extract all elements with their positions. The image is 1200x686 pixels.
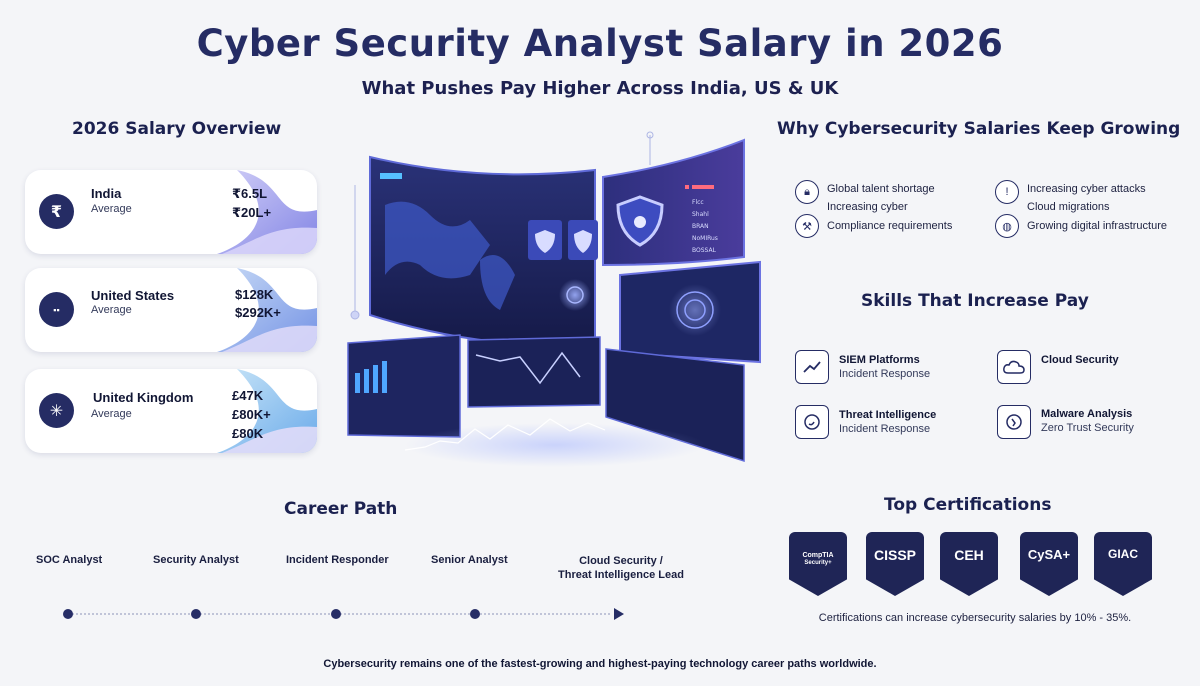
salary-value: $128K — [235, 287, 274, 302]
why-item-talent-shortage: 🔒︎ Global talent shortage Increasing cyb… — [795, 180, 935, 216]
us-flag-icon: ▪▪ — [39, 292, 74, 327]
chart-line-icon — [795, 350, 829, 384]
career-final-line: Threat Intelligence Lead — [558, 569, 684, 581]
career-step-label: Senior Analyst — [431, 554, 508, 566]
salary-value: £80K+ — [232, 407, 271, 422]
skill-sub: Incident Response — [839, 423, 931, 435]
card-wave-decoration — [217, 170, 317, 254]
career-final-step-label: Cloud Security / Threat Intelligence Lea… — [558, 554, 684, 582]
skill-sub: Zero Trust Security — [1041, 422, 1134, 434]
salary-value: $292K+ — [235, 305, 281, 320]
certifications-title: Top Certifications — [884, 495, 1052, 515]
average-label: Average — [91, 304, 132, 316]
skill-name: Cloud Security — [1041, 354, 1119, 366]
footer-text: Cybersecurity remains one of the fastest… — [323, 658, 877, 670]
rupee-icon: ₹ — [39, 194, 74, 229]
dashboard-menu-item: BOSSAL — [692, 247, 717, 254]
cert-badge-cissp: CISSP — [866, 532, 924, 596]
career-step-dot — [470, 609, 480, 619]
card-wave-decoration — [217, 369, 317, 453]
salary-value: ₹6.5L — [232, 186, 268, 201]
average-label: Average — [91, 408, 132, 420]
cert-badge-giac: GIAC — [1094, 532, 1152, 596]
career-step-label: SOC Analyst — [36, 554, 103, 566]
career-step-dot — [191, 609, 201, 619]
dashboard-menu-item: BRAN — [692, 223, 709, 230]
skill-name: Threat Intelligence — [839, 409, 937, 421]
globe-icon: ◍ — [995, 214, 1019, 238]
why-text-line: Compliance requirements — [827, 220, 953, 232]
page-subtitle: What Pushes Pay Higher Across India, US … — [361, 78, 839, 99]
career-final-line: Cloud Security / — [579, 555, 663, 567]
salary-card-india: ₹ India Average ₹6.5L ₹20L+ — [25, 170, 317, 254]
why-text-line: Increasing cyber — [827, 201, 908, 213]
cert-badge-comptia: CompTIA Security+ — [789, 532, 847, 596]
why-text-line: Global talent shortage — [827, 183, 935, 195]
page-title: Cyber Security Analyst Salary in 2026 — [196, 22, 1004, 65]
why-salaries-title: Why Cybersecurity Salaries Keep Growing — [777, 119, 1181, 139]
salary-card-united-kingdom: ✳ United Kingdom Average £47K £80K+ £80K — [25, 369, 317, 453]
card-wave-decoration — [217, 268, 317, 352]
skill-cloud-security: Cloud Security — [997, 350, 1119, 384]
dashboard-menu-item: Flcc — [692, 199, 704, 206]
why-item-cyber-attacks: ! Increasing cyber attacks Cloud migrati… — [995, 180, 1146, 216]
country-name: United Kingdom — [93, 390, 194, 405]
career-path-title: Career Path — [284, 499, 398, 519]
country-name: United States — [91, 288, 175, 303]
why-text-line: Growing digital infrastructure — [1027, 220, 1168, 232]
skill-sub: Incident Response — [839, 368, 931, 380]
cert-badge-ceh: CEH — [940, 532, 998, 596]
why-text-line: Increasing cyber attacks — [1027, 183, 1146, 195]
shield-lock-icon: 🔒︎ — [795, 180, 819, 204]
wrench-icon: ⚒ — [795, 214, 819, 238]
certifications-note: Certifications can increase cybersecurit… — [818, 612, 1132, 624]
skills-title: Skills That Increase Pay — [861, 291, 1089, 311]
dashboard-menu-item: Shahl — [692, 211, 709, 218]
threat-target-icon — [795, 405, 829, 439]
skill-threat-intelligence: Threat Intelligence Incident Response — [795, 405, 936, 439]
cloud-icon — [997, 350, 1031, 384]
career-step-label: Incident Responder — [286, 554, 389, 566]
malware-icon — [997, 405, 1031, 439]
dashboard-illustration: Flcc Shahl BRAN NoMIRus BOSSAL — [347, 131, 761, 467]
average-label: Average — [91, 203, 132, 215]
career-step-label: Security Analyst — [153, 554, 239, 566]
country-name: India — [91, 186, 122, 201]
uk-flag-icon: ✳ — [39, 393, 74, 428]
shield-warning-icon: ! — [995, 180, 1019, 204]
salary-value: ₹20L+ — [232, 205, 272, 220]
skill-siem-platforms: SIEM Platforms Incident Response — [795, 350, 930, 384]
career-step-dot — [331, 609, 341, 619]
why-text-line: Cloud migrations — [1027, 201, 1110, 213]
salary-card-united-states: ▪▪ United States Average $128K $292K+ — [25, 268, 317, 352]
why-item-compliance: ⚒ Compliance requirements — [795, 214, 952, 238]
cert-badge-cysa: CySA+ — [1020, 532, 1078, 596]
dashboard-menu-item: NoMIRus — [692, 235, 718, 242]
career-step-dot — [63, 609, 73, 619]
career-timeline-line — [68, 608, 624, 620]
skill-malware-analysis: Malware Analysis Zero Trust Security — [997, 405, 1134, 439]
skill-name: SIEM Platforms — [839, 354, 920, 366]
salary-overview-title: 2026 Salary Overview — [72, 119, 282, 139]
salary-value: £47K — [232, 388, 264, 403]
why-item-digital-infrastructure: ◍ Growing digital infrastructure — [995, 214, 1167, 238]
skill-name: Malware Analysis — [1041, 408, 1133, 420]
salary-value: £80K — [232, 426, 264, 441]
